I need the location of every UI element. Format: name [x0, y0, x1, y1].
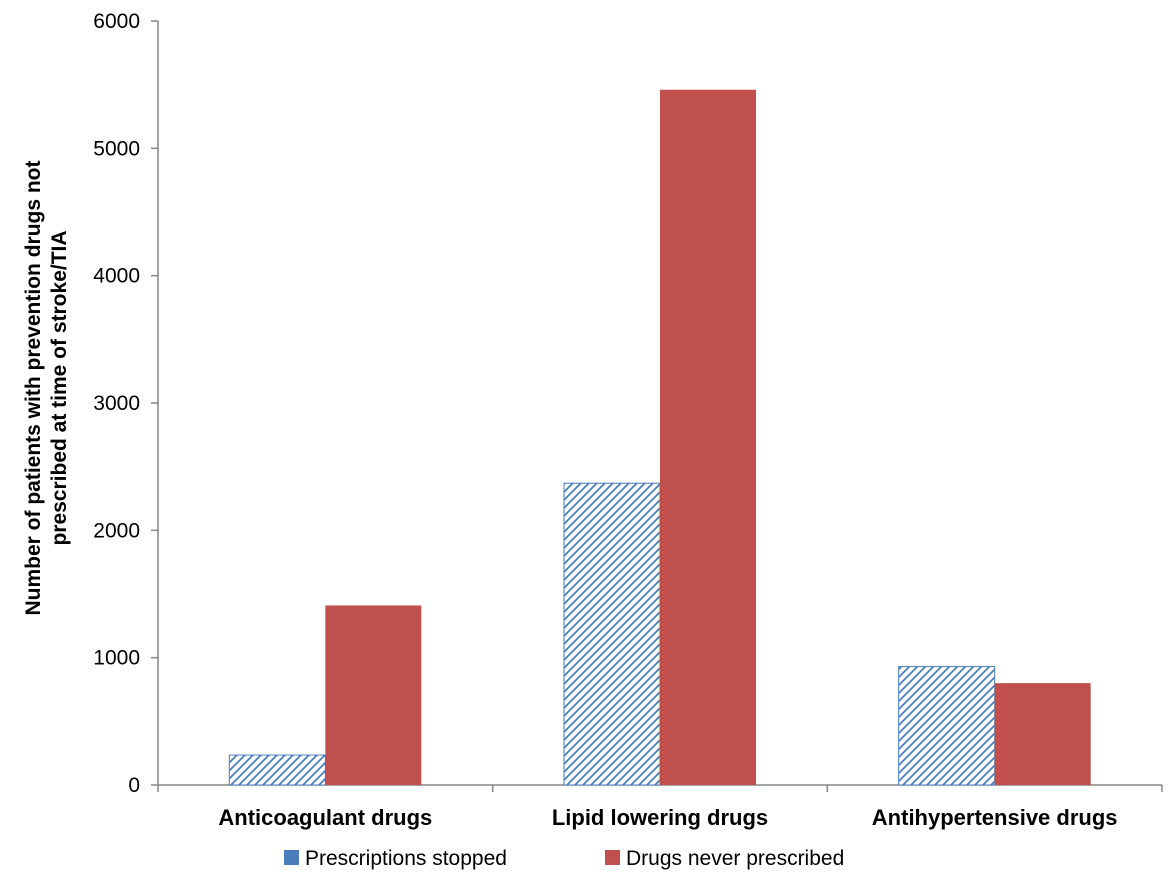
- legend-label: Prescriptions stopped: [305, 847, 507, 870]
- y-tick-label: 5000: [93, 137, 140, 160]
- y-tick-label: 2000: [93, 519, 140, 542]
- y-axis-title-line-1: Number of patients with prevention drugs…: [22, 160, 45, 615]
- x-category-label: Antihypertensive drugs: [872, 805, 1118, 830]
- bar-drugs-never-prescribed: [660, 89, 756, 785]
- y-axis-title-line-2: prescribed at time of stroke/TIA: [48, 230, 71, 545]
- x-category-label: Lipid lowering drugs: [552, 805, 768, 830]
- x-category-label: Anticoagulant drugs: [218, 805, 432, 830]
- y-tick-label: 3000: [93, 392, 140, 415]
- y-tick-label: 6000: [93, 10, 140, 33]
- legend: Prescriptions stopped Drugs never prescri…: [284, 847, 844, 870]
- bar-drugs-never-prescribed: [994, 683, 1091, 785]
- legend-swatch: [284, 850, 299, 865]
- plot-area: 0 1000 2000 3000 4000 5000 6000 Anticoagulant d…: [93, 10, 1163, 830]
- bar-prescriptions-stopped: [898, 666, 996, 786]
- y-tick-label: 0: [128, 774, 140, 797]
- legend-swatch: [605, 850, 620, 865]
- y-axis-title: Number of patients with prevention drugs…: [22, 160, 71, 615]
- bar-prescriptions-stopped: [563, 482, 661, 786]
- y-tick-label: 1000: [93, 647, 140, 670]
- legend-label: Drugs never prescribed: [626, 847, 844, 870]
- bar-prescriptions-stopped: [228, 754, 326, 786]
- y-tick-label: 4000: [93, 265, 140, 288]
- bar-drugs-never-prescribed: [325, 605, 422, 785]
